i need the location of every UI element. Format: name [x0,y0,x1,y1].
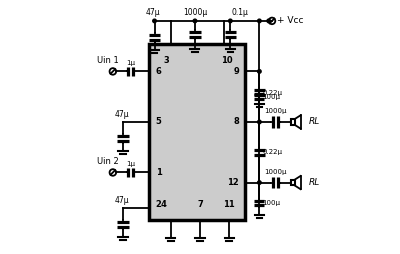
Text: 2: 2 [156,200,162,209]
Text: 0.22µ: 0.22µ [262,90,282,96]
Circle shape [153,19,156,23]
Circle shape [228,19,232,23]
Text: 1000µ: 1000µ [264,108,287,114]
Text: 7: 7 [197,200,203,209]
Text: 5: 5 [156,117,162,126]
Text: 1µ: 1µ [126,161,135,167]
Circle shape [258,70,261,73]
Text: + Vcc: + Vcc [276,17,303,25]
Text: 1: 1 [156,168,162,177]
Text: 100µ: 100µ [262,200,280,206]
Circle shape [258,19,261,23]
Text: 1µ: 1µ [126,60,135,66]
Text: 4: 4 [160,200,166,209]
Circle shape [193,19,197,23]
Text: 12: 12 [228,178,239,187]
Text: 47µ: 47µ [114,196,129,205]
Circle shape [258,181,261,184]
Circle shape [258,120,261,124]
Text: 0.22µ: 0.22µ [262,149,282,155]
Text: 3: 3 [163,56,169,65]
Text: 8: 8 [234,117,239,126]
Bar [291,119,295,125]
Text: Uin 2: Uin 2 [97,157,119,166]
Text: 11: 11 [223,200,235,209]
Text: 0.1µ: 0.1µ [232,8,248,17]
Circle shape [267,19,270,23]
Text: 9: 9 [234,67,239,76]
Text: RL: RL [309,178,320,187]
Text: RL: RL [309,117,320,126]
Text: 1000µ: 1000µ [183,8,207,17]
Text: 100µ: 100µ [262,94,280,100]
Text: 1000µ: 1000µ [264,169,287,175]
Text: 47µ: 47µ [114,110,129,119]
Text: Uin 1: Uin 1 [97,56,119,65]
Text: 10: 10 [222,56,233,65]
Bar [150,44,246,220]
Text: 47µ: 47µ [146,8,160,17]
Bar [291,180,295,185]
Text: 6: 6 [156,67,162,76]
